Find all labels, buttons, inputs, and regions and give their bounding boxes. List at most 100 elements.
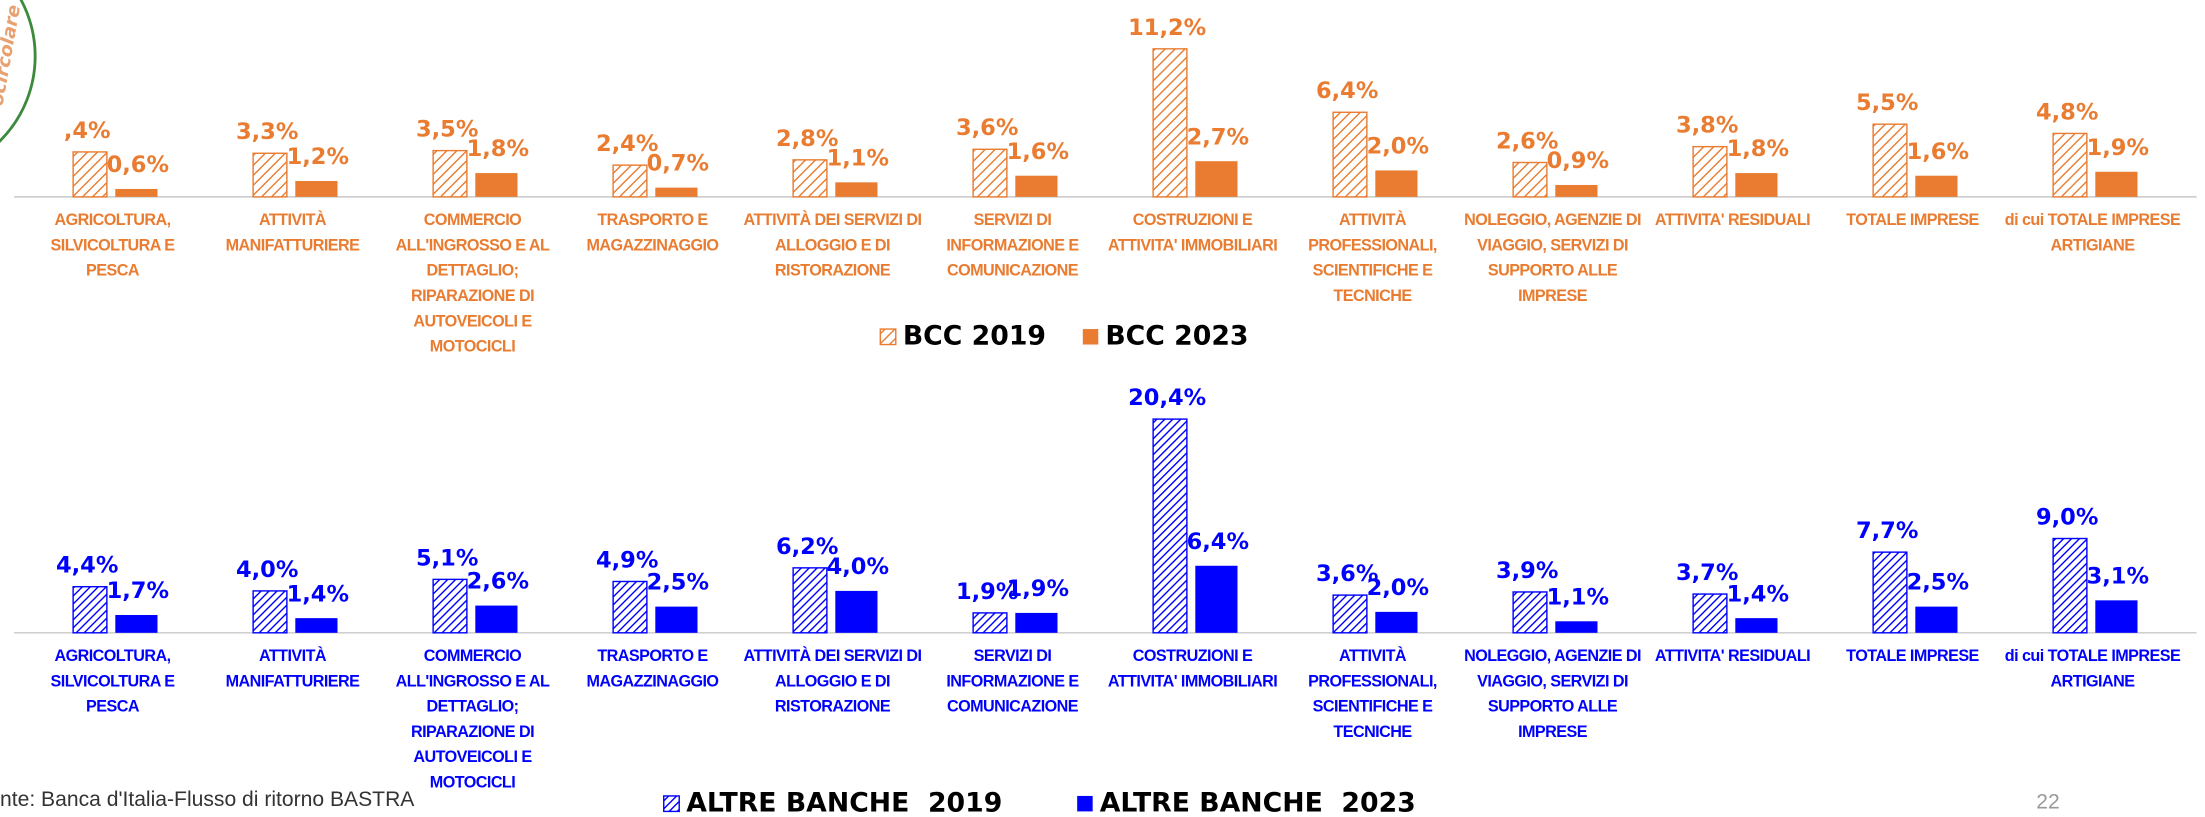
- data-label: 2,6%: [467, 569, 529, 595]
- bar: [1152, 48, 1188, 198]
- bar: [1692, 593, 1728, 634]
- bar: [972, 612, 1008, 634]
- data-label: 3,1%: [2087, 563, 2149, 589]
- data-label: 4,0%: [827, 554, 889, 580]
- x-tick-label: ATTIVITÀ PROFESSIONALI, SCIENTIFICHE E T…: [1308, 648, 1437, 742]
- x-tick-label: COSTRUZIONI E ATTIVITA' IMMOBILIARI: [1107, 648, 1278, 691]
- bar: [972, 148, 1008, 198]
- legend-label: ALTRE BANCHE 2023: [1100, 787, 1416, 817]
- legend-swatch: [663, 795, 680, 813]
- bar: [115, 615, 158, 633]
- bar: [1512, 591, 1548, 634]
- data-label: 1,4%: [287, 581, 349, 607]
- data-label: 2,0%: [1367, 575, 1429, 601]
- bar: [475, 173, 518, 197]
- data-label: 1,4%: [1727, 581, 1789, 607]
- bar: [1195, 161, 1238, 197]
- legend-label: BCC 2023: [1105, 321, 1248, 352]
- legend-swatch: [1077, 795, 1093, 812]
- data-label: 1,2%: [287, 144, 349, 170]
- data-label: 3,7%: [1676, 560, 1738, 586]
- x-tick-label: NOLEGGIO, AGENZIE DI VIAGGIO, SERVIZI DI…: [1464, 648, 1641, 742]
- x-tick-label: COMMERCIO ALL'INGROSSO E AL DETTAGLIO; R…: [395, 648, 550, 792]
- data-label: 1,8%: [1727, 136, 1789, 162]
- data-label: 11,2%: [1128, 15, 1206, 41]
- x-tick-label: di cui TOTALE IMPRESE ARTIGIANE: [2004, 648, 2181, 691]
- bar: [1015, 612, 1058, 633]
- x-tick-label: ATTIVITÀ DEI SERVIZI DI ALLOGGIO E DI RI…: [743, 648, 922, 716]
- x-tick-label: ATTIVITÀ DEI SERVIZI DI ALLOGGIO E DI RI…: [743, 212, 922, 280]
- data-label: 3,9%: [1496, 558, 1558, 584]
- data-label: 0,9%: [1547, 148, 1609, 174]
- x-tick-label: TOTALE IMPRESE: [1846, 212, 1979, 230]
- data-label: 3,6%: [956, 115, 1018, 141]
- bar: [2095, 171, 2138, 197]
- data-label: 2,4%: [596, 131, 658, 157]
- data-label: 7,7%: [1856, 518, 1918, 544]
- x-tick-label: SERVIZI DI INFORMAZIONE E COMUNICAZIONE: [946, 212, 1079, 280]
- bar: [115, 188, 158, 197]
- bar: [792, 567, 828, 634]
- bar: [1015, 175, 1058, 197]
- bar: [792, 159, 828, 198]
- data-label: 5,5%: [1856, 90, 1918, 116]
- bar: [432, 149, 468, 198]
- bar: [475, 605, 518, 633]
- bar: [1915, 606, 1958, 633]
- bar: [612, 580, 648, 634]
- data-label: 1,7%: [107, 578, 169, 604]
- x-tick-label: AGRICOLTURA, SILVICOLTURA E PESCA: [50, 648, 175, 716]
- bar: [835, 182, 878, 197]
- x-tick-label: NOLEGGIO, AGENZIE DI VIAGGIO, SERVIZI DI…: [1464, 212, 1641, 306]
- data-label: 0,6%: [107, 152, 169, 178]
- bar: [2095, 600, 2138, 633]
- x-tick-label: di cui TOTALE IMPRESE ARTIGIANE: [2004, 212, 2181, 255]
- bar: [835, 590, 878, 633]
- bar: [295, 618, 338, 633]
- data-label: 6,4%: [1316, 78, 1378, 104]
- data-label: 4,0%: [236, 557, 298, 583]
- legend-label: BCC 2019: [903, 321, 1046, 352]
- data-label: 2,0%: [1367, 134, 1429, 160]
- data-label: 1,6%: [1007, 139, 1069, 165]
- bar: [1512, 161, 1548, 198]
- x-tick-label: TRASPORTO E MAGAZZINAGGIO: [586, 212, 720, 255]
- data-label: 1,9%: [2087, 135, 2149, 161]
- data-label: 3,6%: [1316, 561, 1378, 587]
- page-number: 22: [2036, 790, 2060, 815]
- data-label: 2,5%: [647, 570, 709, 596]
- data-label: 5,1%: [416, 545, 478, 571]
- legend-label: ALTRE BANCHE 2019: [686, 787, 1002, 817]
- x-tick-label: ATTIVITÀ PROFESSIONALI, SCIENTIFICHE E T…: [1308, 212, 1437, 306]
- data-label: 9,0%: [2036, 504, 2098, 530]
- data-label: 2,6%: [1496, 128, 1558, 154]
- data-label: 6,2%: [776, 534, 838, 560]
- data-label: 1,1%: [1547, 584, 1609, 610]
- badge-circle: [0, 0, 37, 143]
- data-label: 2,7%: [1187, 124, 1249, 150]
- data-label: 2,8%: [776, 126, 838, 152]
- bar: [1195, 565, 1238, 633]
- legend-swatch: [1082, 329, 1099, 345]
- data-label: 1,1%: [827, 145, 889, 171]
- data-label: 4,4%: [56, 553, 118, 579]
- x-tick-label: COSTRUZIONI E ATTIVITA' IMMOBILIARI: [1107, 212, 1278, 255]
- bar: [1872, 123, 1908, 198]
- bar: [2052, 132, 2088, 198]
- bar: [2052, 537, 2088, 634]
- x-tick-label: ATTIVITA' RESIDUALI: [1654, 648, 1811, 666]
- source-note: nte: Banca d'Italia-Flusso di ritorno BA…: [0, 787, 415, 812]
- bar: [1152, 418, 1188, 634]
- bar: [1735, 173, 1778, 197]
- data-label: 3,8%: [1676, 113, 1738, 139]
- data-label: 1,8%: [467, 136, 529, 162]
- data-label: 3,5%: [416, 117, 478, 143]
- x-tick-label: ATTIVITA' RESIDUALI: [1654, 212, 1811, 230]
- x-tick-label: TRASPORTO E MAGAZZINAGGIO: [586, 648, 720, 691]
- x-tick-label: SERVIZI DI INFORMAZIONE E COMUNICAZIONE: [946, 648, 1079, 716]
- legend-swatch: [879, 328, 897, 346]
- bar: [1915, 175, 1958, 197]
- bar: [432, 578, 468, 634]
